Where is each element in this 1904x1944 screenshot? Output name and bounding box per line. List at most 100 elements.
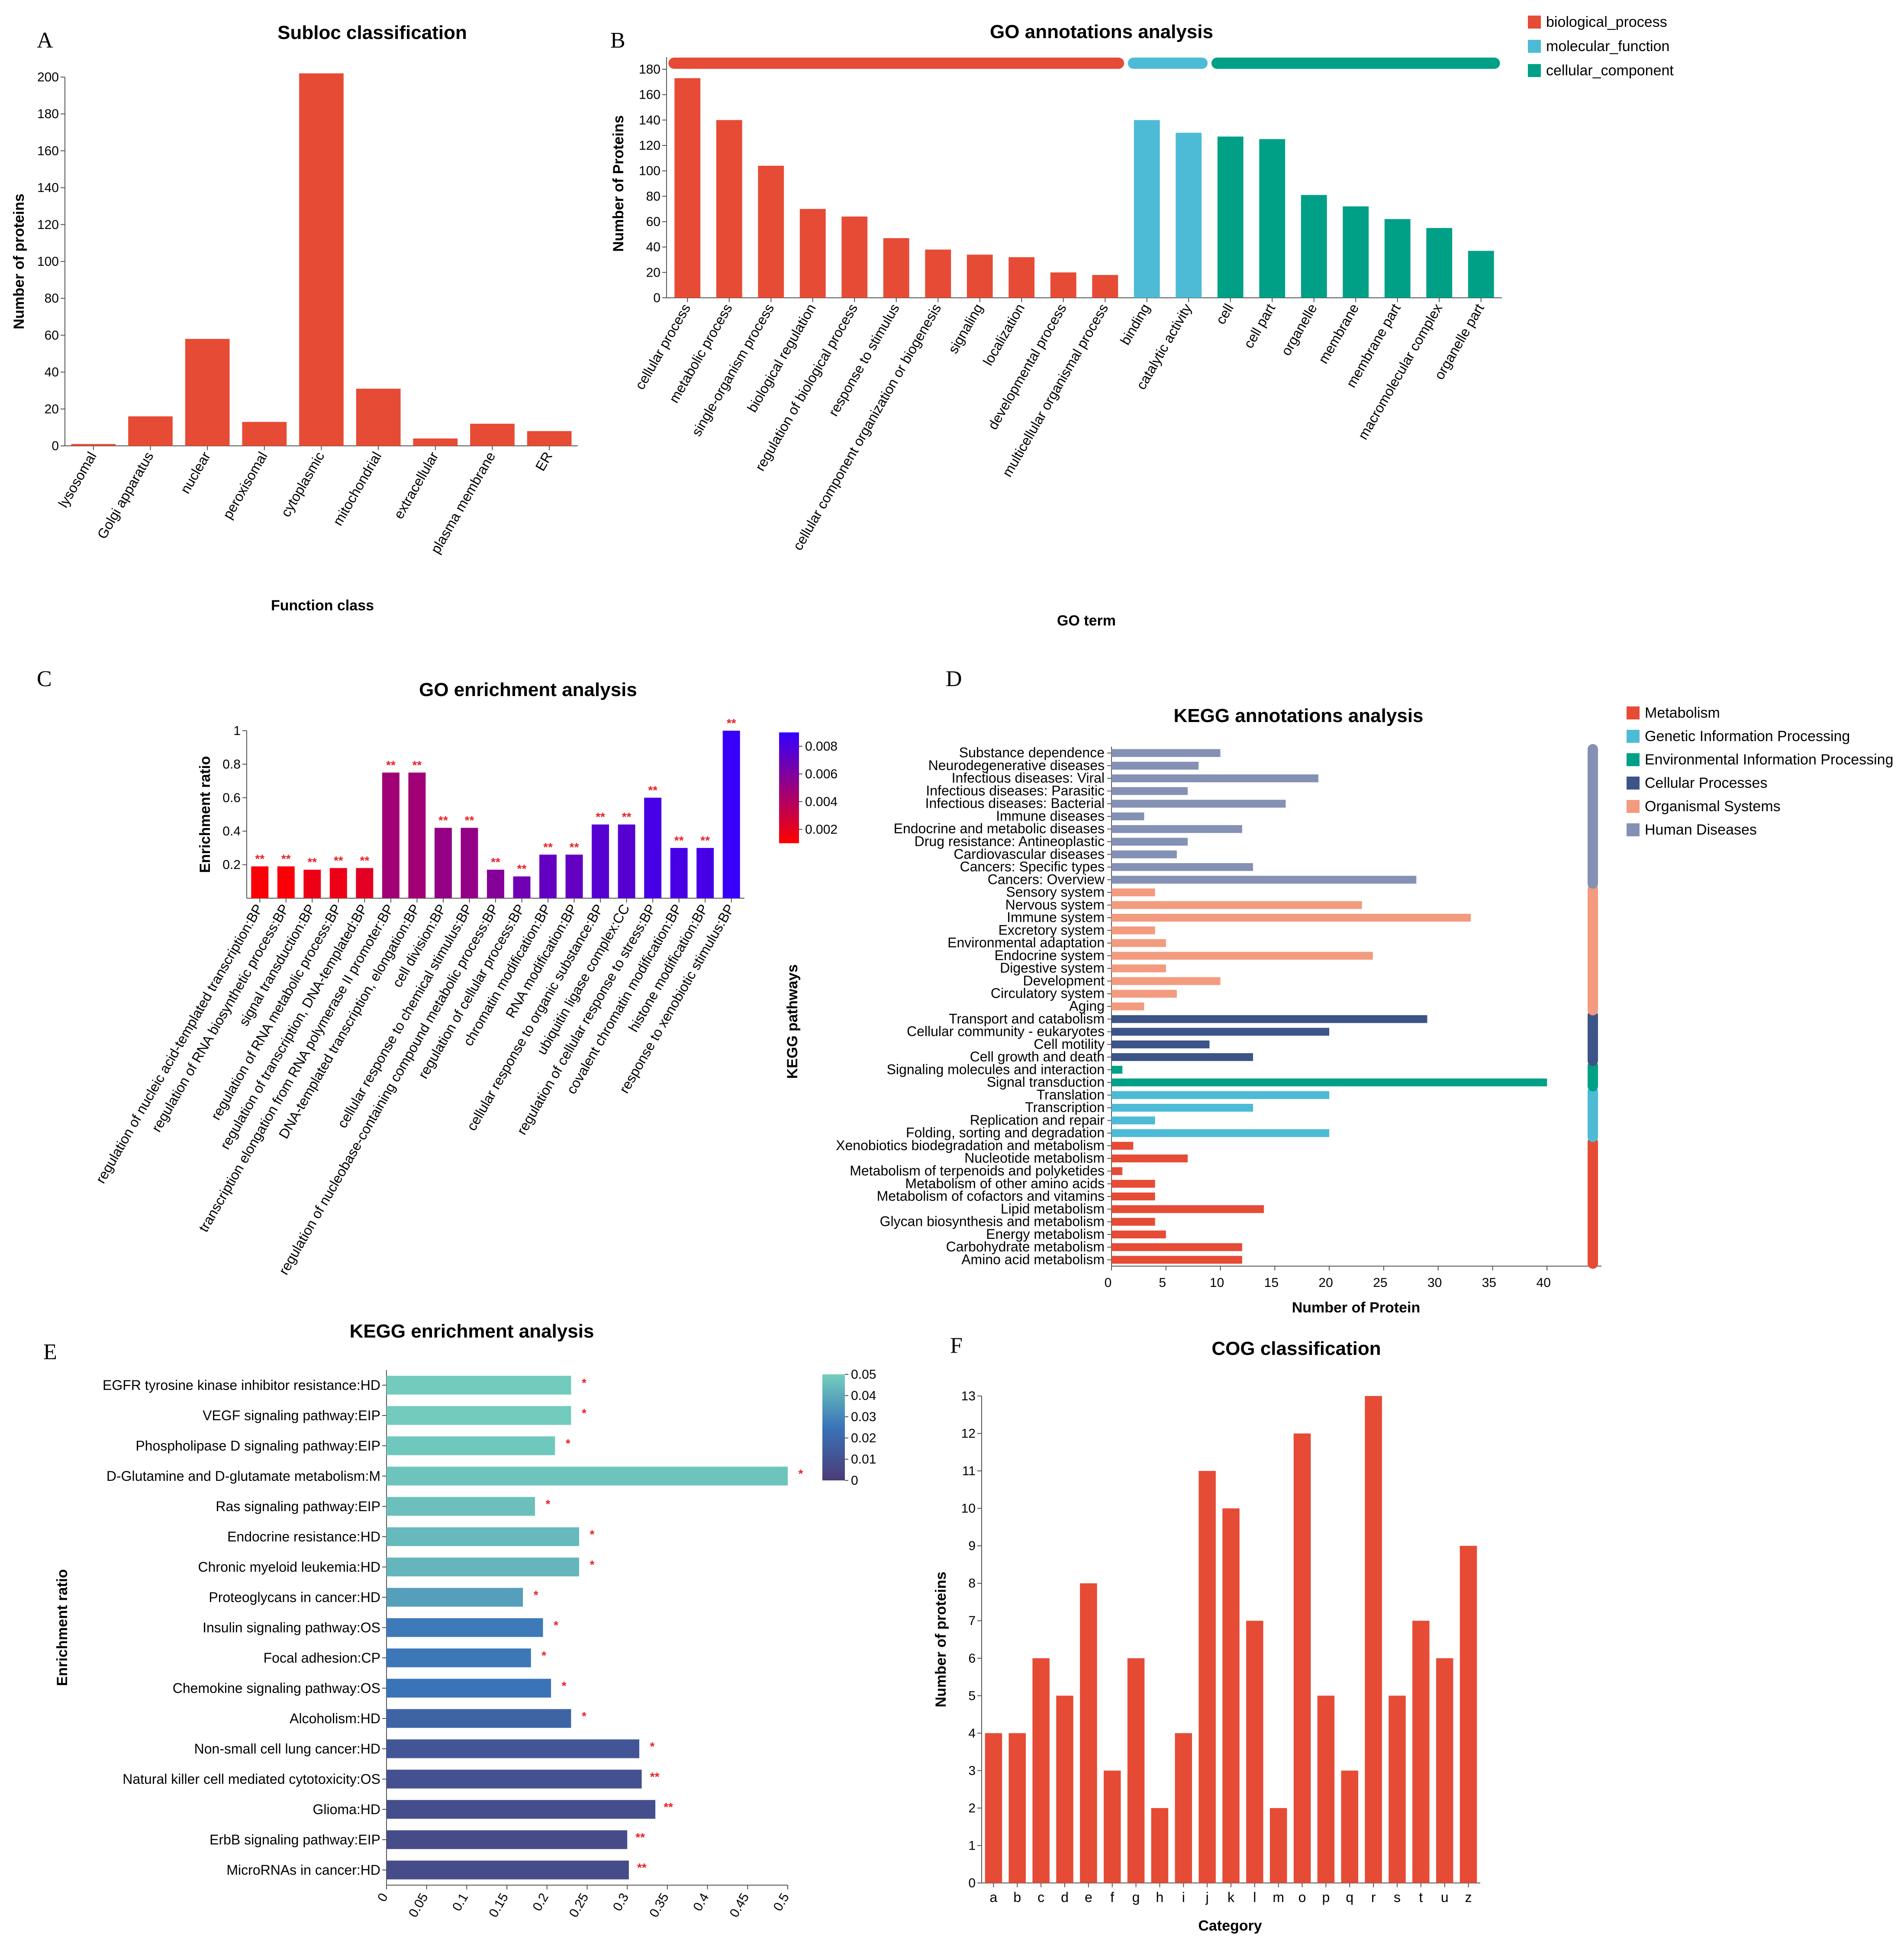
bar-u	[1436, 1658, 1453, 1883]
x-category-label: b	[1013, 1889, 1021, 1905]
x-tick-label: 0.1	[450, 1891, 471, 1914]
bar-k	[1222, 1508, 1240, 1883]
colorbar-tick-label: 0.006	[805, 767, 838, 781]
y-tick-label: 160	[37, 144, 59, 158]
colorbar-tick-label: 0.05	[851, 1367, 876, 1382]
y-tick-label: 9	[968, 1539, 976, 1553]
y-category-label: Replication and repair	[970, 1112, 1105, 1128]
bar-response to xenobiotic stimulus:BP	[722, 731, 740, 898]
panel-letter: A	[37, 28, 53, 53]
x-tick-label: 0.3	[610, 1891, 631, 1914]
bar-organelle part	[1468, 251, 1494, 298]
legend-swatch-cellular_component	[1528, 64, 1541, 77]
x-tick-label: 20	[1318, 1276, 1333, 1290]
y-category-label: Natural killer cell mediated cytotoxicit…	[122, 1771, 380, 1787]
panel-letter: F	[950, 1333, 963, 1358]
x-tick-label: 0.4	[690, 1891, 712, 1914]
bar-Glioma:HD	[387, 1800, 656, 1819]
legend-swatch-Metabolism	[1627, 706, 1640, 719]
bar-Excretory system	[1111, 926, 1155, 935]
y-tick-label: 180	[37, 107, 59, 121]
significance-mark: **	[334, 854, 343, 867]
y-category-label: Signaling molecules and interaction	[887, 1061, 1105, 1077]
bar-a	[985, 1733, 1002, 1883]
significance-mark: *	[534, 1588, 538, 1602]
bar-catalytic activity	[1176, 132, 1202, 298]
x-tick-label: 0.05	[406, 1891, 431, 1920]
y-category-label: Aging	[1069, 998, 1105, 1014]
bar-cell division:BP	[434, 828, 452, 898]
bar-b	[1008, 1733, 1026, 1883]
significance-mark: *	[566, 1437, 570, 1450]
x-tick-label: 0.5	[771, 1891, 792, 1914]
bar-EGFR tyrosine kinase inhibitor resistance:HD	[387, 1376, 571, 1395]
y-tick-label: 5	[968, 1689, 976, 1703]
y-category-label: Infectious diseases: Bacterial	[925, 796, 1105, 811]
y-axis-label: Enrichment ratio	[54, 1569, 71, 1686]
y-category-label: Substance dependence	[959, 745, 1105, 761]
bar-transcription elongation from RNA polymerase II promoter:BP	[382, 772, 399, 898]
significance-mark: **	[570, 840, 579, 854]
x-category-label: f	[1110, 1889, 1114, 1905]
bar-ErbB signaling pathway:EIP	[387, 1830, 628, 1849]
y-tick-label: 0.6	[222, 791, 241, 805]
y-category-label: Cellular community - eukaryotes	[907, 1024, 1105, 1039]
bar-c	[1032, 1658, 1050, 1883]
bar-Glycan biosynthesis and metabolism	[1111, 1218, 1155, 1226]
significance-mark: **	[637, 1861, 647, 1874]
bar-Focal adhesion:CP	[387, 1648, 531, 1667]
y-tick-label: 80	[45, 291, 59, 306]
bar-Infectious diseases: Bacterial	[1111, 800, 1286, 808]
y-tick-label: 6	[968, 1651, 976, 1666]
colorbar-tick-label: 0.03	[851, 1410, 876, 1424]
significance-mark: *	[562, 1679, 567, 1693]
x-category-label: developmental process	[985, 301, 1070, 432]
y-category-label: Cell motility	[1034, 1036, 1105, 1052]
significance-mark: *	[650, 1740, 655, 1753]
significance-mark: **	[360, 854, 369, 867]
bar-regulation of RNA biosynthetic process:BP	[277, 866, 295, 898]
bar-Transcription	[1111, 1104, 1253, 1112]
y-tick-label: 0	[653, 291, 660, 305]
y-tick-label: 8	[968, 1576, 976, 1591]
colorbar-tick-label: 0.01	[851, 1452, 876, 1467]
x-axis-label: Number of Protein	[1292, 1299, 1421, 1316]
panel-a-subloc: Subloc classification 0 20 40 60 80 100 120 140 1…	[11, 22, 578, 614]
chart-title: KEGG enrichment analysis	[350, 1321, 594, 1342]
x-category-label: r	[1371, 1889, 1376, 1905]
bar-histone modification:BP	[696, 848, 714, 898]
panel-letter: D	[946, 667, 962, 691]
x-tick-label: 35	[1482, 1276, 1496, 1290]
bar-RNA modification:BP	[565, 854, 583, 898]
x-tick-label: 10	[1210, 1276, 1224, 1290]
bar-Nucleotide metabolism	[1111, 1154, 1188, 1163]
legend-swatch-Cellular Processes	[1627, 777, 1640, 790]
y-category-label: Circulatory system	[991, 986, 1105, 1001]
legend-swatch-Human Diseases	[1627, 823, 1640, 836]
y-category-label: Translation	[1037, 1087, 1105, 1103]
x-axis-label: Function class	[271, 597, 374, 614]
chart-title: Subloc classification	[277, 22, 467, 43]
bar-signal transduction:BP	[303, 870, 321, 898]
y-category-label: Xenobiotics biodegradation and metabolis…	[836, 1138, 1105, 1153]
y-category-label: Chemokine signaling pathway:OS	[173, 1680, 380, 1696]
y-axis-label: Number of proteins	[11, 193, 27, 329]
y-tick-label: 120	[37, 218, 59, 232]
x-category-label: h	[1156, 1889, 1164, 1905]
bar-regulation of biological process	[841, 216, 868, 298]
legend-label: Environmental Information Processing	[1645, 751, 1894, 768]
y-category-label: Folding, sorting and degradation	[906, 1125, 1105, 1141]
significance-mark: **	[727, 716, 736, 730]
bar-VEGF signaling pathway:EIP	[387, 1406, 571, 1425]
x-category-label: t	[1419, 1889, 1423, 1905]
colorbar-tick-label: 0.004	[805, 795, 838, 809]
bar-Immune diseases	[1111, 812, 1144, 821]
y-tick-label: 140	[639, 113, 660, 127]
bar-s	[1389, 1696, 1406, 1883]
y-category-label: Metabolism of other amino acids	[905, 1176, 1105, 1191]
significance-mark: **	[700, 834, 710, 847]
y-category-label: Amino acid metabolism	[961, 1251, 1105, 1267]
significance-mark: **	[622, 810, 631, 824]
y-tick-label: 1	[968, 1838, 976, 1853]
bar-Proteoglycans in cancer:HD	[387, 1588, 523, 1607]
